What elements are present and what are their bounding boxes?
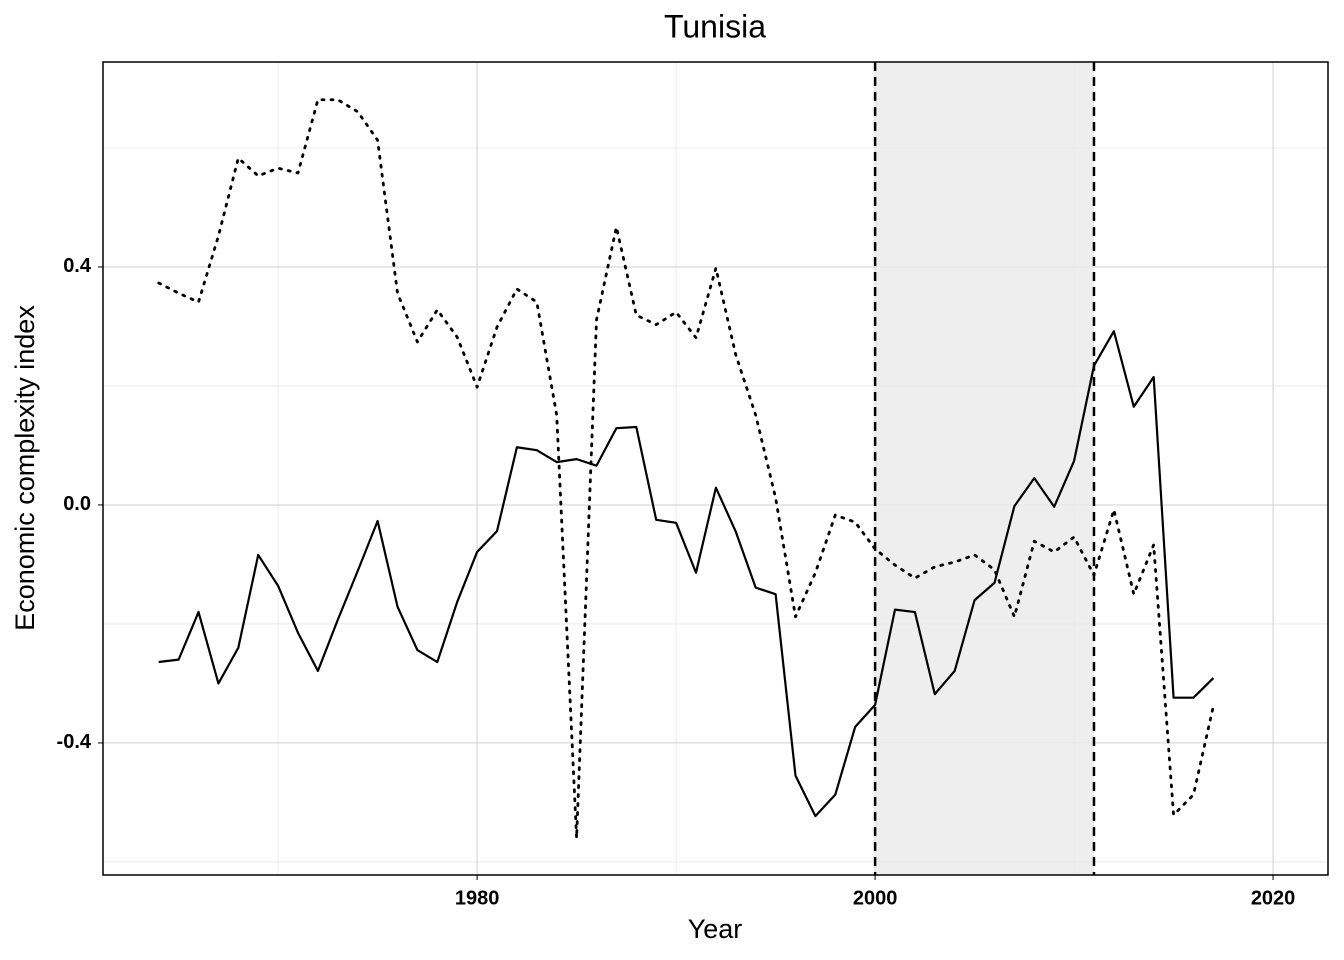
y-axis-label: Economic complexity index: [10, 305, 40, 631]
chart-title: Tunisia: [664, 8, 766, 44]
x-tick-label: 2000: [853, 887, 898, 909]
line-series: [158, 330, 1215, 818]
y-tick-label: -0.4: [57, 731, 92, 753]
x-tick-label: 1980: [455, 887, 500, 909]
shaded-region: [875, 62, 1094, 875]
plot-border: [102, 61, 1329, 876]
x-tick-label: 2020: [1251, 887, 1296, 909]
x-axis-label: Year: [688, 914, 743, 944]
y-tick-label: 0.4: [63, 255, 92, 277]
y-tick-label: 0.0: [63, 493, 91, 515]
